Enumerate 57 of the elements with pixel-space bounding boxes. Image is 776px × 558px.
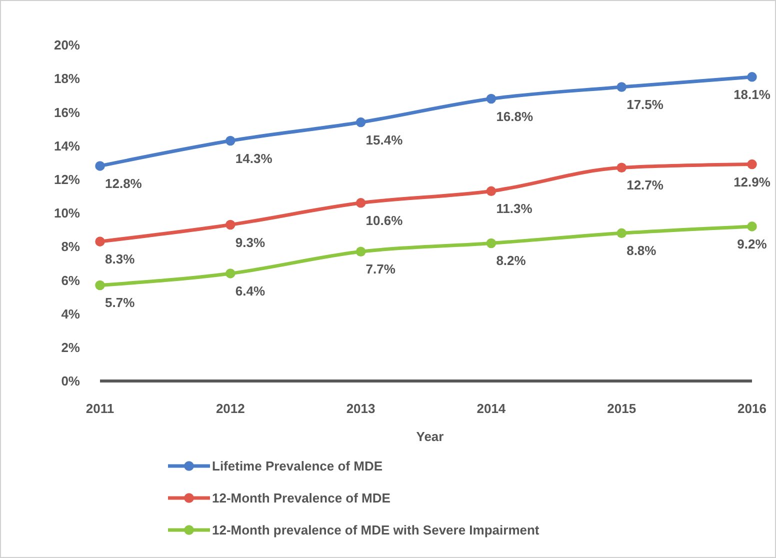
data-label: 9.3% [235, 234, 266, 250]
y-tick-label: 8% [61, 239, 80, 254]
point [747, 72, 757, 82]
legend-label: Lifetime Prevalence of MDE [212, 458, 383, 474]
legend-label: 12-Month prevalence of MDE with Severe Impairment [212, 522, 540, 538]
x-axis-title: Year [416, 429, 444, 444]
x-tick-label: 2016 [738, 401, 766, 416]
data-label: 8.2% [496, 253, 526, 268]
data-label: 11.3% [496, 201, 533, 216]
data-label: 9.2% [737, 236, 768, 252]
y-tick-label: 2% [61, 340, 80, 355]
data-label: 12.8% [105, 176, 142, 191]
point [616, 82, 626, 92]
y-tick-label: 16% [54, 104, 80, 120]
point [747, 159, 757, 170]
data-label: 12.7% [626, 178, 664, 193]
point [95, 280, 105, 290]
legend-label: 12-Month Prevalence of MDE [212, 490, 391, 506]
point [486, 238, 496, 248]
x-tick-label: 2014 [476, 401, 506, 416]
x-tick-label: 2013 [346, 401, 376, 416]
data-label: 16.8% [496, 108, 534, 124]
y-tick-label: 4% [61, 306, 80, 322]
point [616, 228, 626, 238]
y-tick-label: 20% [54, 38, 80, 53]
point [226, 268, 236, 278]
data-label: 17.5% [626, 97, 664, 112]
y-tick-label: 0% [61, 374, 80, 389]
point [356, 198, 366, 208]
y-tick-label: 10% [54, 206, 80, 221]
point [356, 246, 366, 257]
x-tick-label: 2012 [216, 401, 245, 416]
data-label: 14.3% [235, 150, 273, 166]
point [616, 162, 626, 173]
data-label: 7.7% [366, 262, 396, 277]
data-label: 15.4% [366, 132, 404, 148]
data-label: 5.7% [105, 295, 136, 310]
point [356, 117, 366, 128]
point [486, 94, 496, 104]
data-label: 8.3% [105, 252, 136, 267]
y-tick-label: 14% [54, 138, 80, 154]
data-label: 6.4% [235, 283, 266, 298]
y-tick-label: 6% [61, 272, 80, 288]
y-tick-label: 12% [54, 172, 80, 187]
point [95, 161, 105, 171]
point [226, 220, 236, 230]
x-tick-label: 2015 [607, 401, 636, 416]
point [486, 186, 496, 196]
data-label: 12.9% [734, 174, 771, 190]
point [95, 236, 105, 246]
data-label: 8.8% [626, 243, 657, 258]
y-tick-label: 18% [54, 71, 80, 86]
point [747, 222, 757, 232]
point [226, 136, 236, 146]
data-label: 10.6% [366, 212, 404, 228]
data-label: 18.1% [734, 86, 771, 102]
x-tick-label: 2011 [86, 401, 114, 416]
